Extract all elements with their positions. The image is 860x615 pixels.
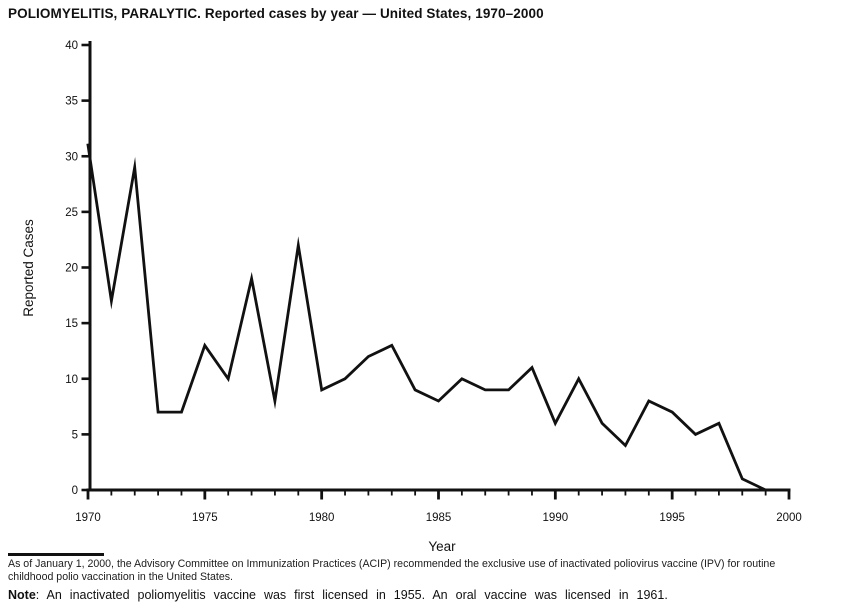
chart-title: POLIOMYELITIS, PARALYTIC. Reported cases…	[8, 6, 544, 21]
y-tick-label: 35	[65, 96, 78, 108]
y-tick-label: 20	[65, 263, 78, 275]
footnote: As of January 1, 2000, the Advisory Comm…	[8, 558, 860, 585]
x-tick-label: 2000	[776, 512, 802, 524]
y-tick-label: 25	[65, 207, 78, 219]
note-label: Note	[8, 588, 36, 602]
y-tick-label: 30	[65, 151, 78, 163]
y-tick-label: 10	[65, 374, 78, 386]
x-tick-label: 1985	[426, 512, 452, 524]
note-text: : An inactivated poliomyelitis vaccine w…	[35, 588, 668, 602]
line-chart: Reported Cases Year 0 5 10 15 20 25 30 35 40 1970…	[21, 40, 802, 552]
data-line	[86, 143, 791, 492]
x-tick-label: 1990	[543, 512, 569, 524]
note: Note: An inactivated poliomyelitis vacci…	[8, 588, 853, 602]
y-tick-label: 0	[72, 485, 78, 497]
x-tick-label: 1995	[659, 512, 685, 524]
footnote-divider	[8, 553, 104, 556]
x-tick-label: 1980	[309, 512, 335, 524]
footnote-line2: childhood polio vaccination in the Unite…	[8, 571, 233, 584]
y-tick-label: 5	[72, 429, 78, 441]
footnote-line1: As of January 1, 2000, the Advisory Comm…	[8, 558, 776, 570]
x-tick-label: 1970	[75, 512, 101, 524]
x-tick-label: 1975	[192, 512, 218, 524]
y-tick-label: 15	[65, 318, 78, 330]
x-axis-title: Year	[428, 539, 456, 552]
y-tick-label: 40	[65, 40, 78, 52]
y-axis-title: Reported Cases	[21, 219, 36, 317]
